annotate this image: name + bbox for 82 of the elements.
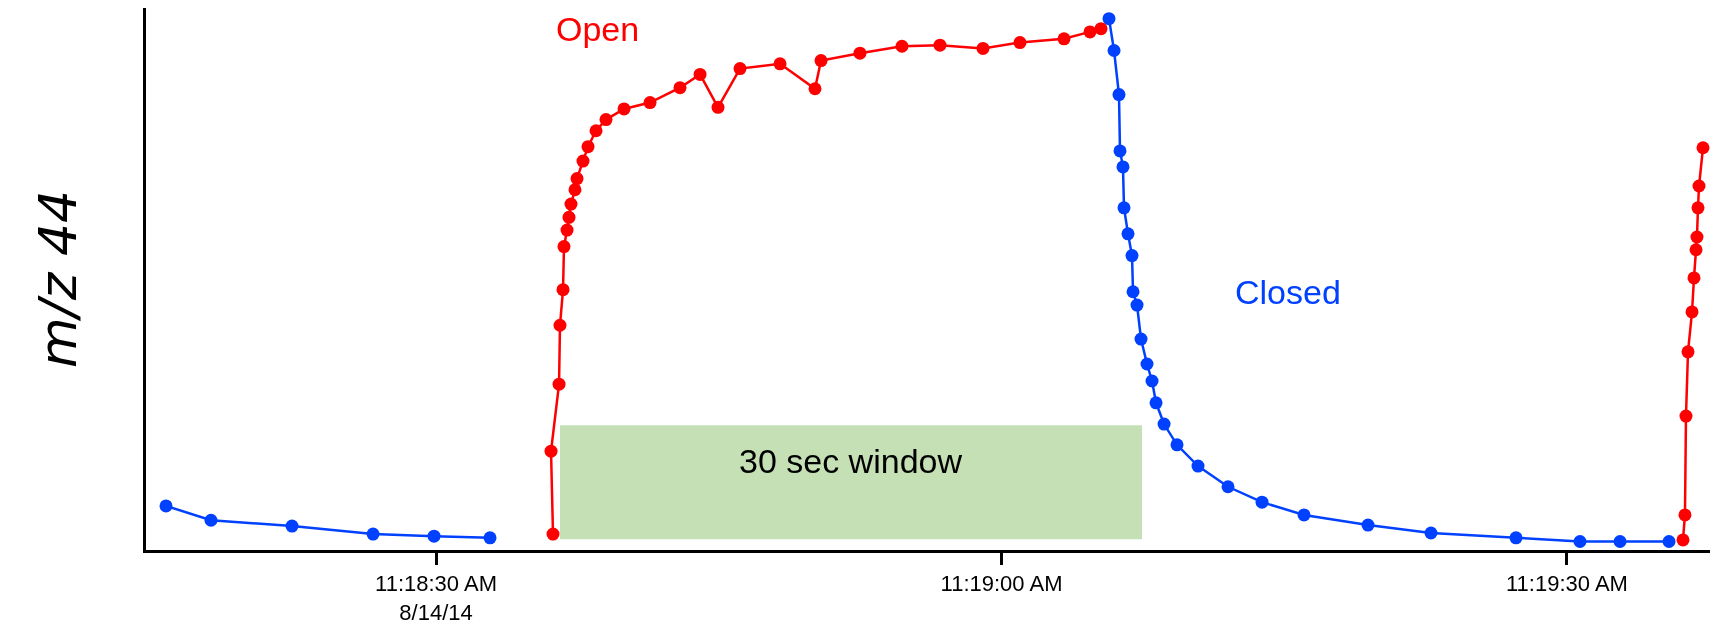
point [1130, 298, 1144, 312]
point [581, 140, 595, 154]
point [1107, 44, 1121, 57]
point [570, 172, 584, 186]
point [1613, 535, 1627, 548]
point [366, 527, 380, 541]
point [617, 102, 631, 116]
point [773, 57, 787, 71]
point [1094, 22, 1108, 36]
point [576, 154, 590, 168]
text: Closed [1235, 273, 1341, 311]
point [1125, 249, 1139, 263]
point [1689, 243, 1703, 257]
point [1679, 409, 1693, 423]
point [1117, 201, 1131, 215]
point [1145, 374, 1159, 388]
x-tick-label: 11:18:30 AM 8/14/14 [375, 571, 497, 625]
point [643, 96, 657, 110]
point [1140, 357, 1154, 371]
point [1113, 144, 1127, 158]
point [589, 124, 603, 138]
point [204, 513, 218, 527]
point [1662, 535, 1676, 548]
point [553, 318, 567, 332]
point [1424, 526, 1438, 540]
point [1696, 141, 1710, 155]
point [1126, 285, 1140, 299]
point [568, 183, 582, 197]
point [976, 41, 990, 55]
point [544, 444, 558, 458]
point [1149, 396, 1163, 410]
point [1676, 533, 1690, 547]
y-axis-title: m/z 44 [28, 189, 89, 369]
point [285, 519, 299, 533]
point [1692, 179, 1706, 193]
point [159, 499, 173, 513]
point [1221, 480, 1235, 494]
point [556, 283, 570, 297]
point [808, 82, 822, 96]
point [1112, 88, 1126, 102]
point [1678, 508, 1692, 522]
point [693, 67, 707, 81]
point [1083, 25, 1097, 39]
point [1573, 535, 1587, 548]
point [673, 81, 687, 95]
point [1157, 417, 1171, 431]
point [814, 54, 828, 68]
point [853, 46, 867, 60]
point [546, 527, 560, 541]
point [1687, 271, 1701, 285]
point [427, 529, 441, 543]
point [1013, 36, 1027, 50]
point [1509, 531, 1523, 545]
point [564, 197, 578, 211]
point [1361, 518, 1375, 532]
point [1297, 508, 1311, 522]
point [1170, 438, 1184, 452]
point [711, 100, 725, 114]
point [1685, 305, 1699, 319]
point [599, 113, 613, 127]
point [1681, 345, 1695, 359]
point [733, 62, 747, 76]
point [1690, 230, 1704, 244]
point [562, 210, 576, 224]
x-tick-label: 11:19:00 AM [940, 571, 1063, 597]
point [483, 531, 497, 545]
point [1116, 160, 1130, 174]
point [1691, 201, 1705, 215]
x-tick-label: 11:19:30 AM [1506, 571, 1628, 597]
point [933, 38, 947, 52]
point [1255, 495, 1269, 509]
point [1134, 332, 1148, 346]
point [1121, 227, 1135, 241]
point [560, 223, 574, 237]
point [552, 377, 566, 391]
point [1102, 12, 1116, 26]
point [1057, 32, 1071, 46]
point [557, 240, 571, 254]
band-label: 30 sec window [739, 442, 963, 480]
point [1191, 459, 1205, 473]
series-label: Open [556, 10, 640, 48]
point [895, 39, 909, 53]
